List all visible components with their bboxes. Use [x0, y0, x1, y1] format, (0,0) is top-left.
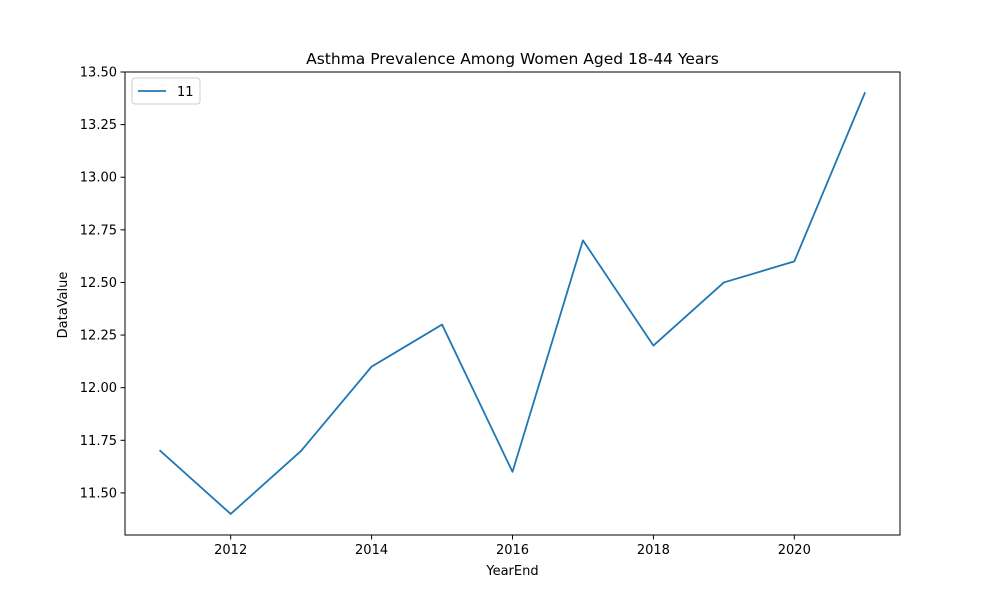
y-tick-label: 11.75 — [80, 434, 117, 449]
y-axis-label: DataValue — [56, 272, 71, 339]
y-tick-label: 12.75 — [80, 223, 117, 238]
y-tick-label: 13.00 — [80, 171, 117, 186]
y-tick-label: 13.25 — [80, 118, 117, 133]
legend-label: 11 — [177, 85, 194, 100]
chart-title: Asthma Prevalence Among Women Aged 18-44… — [306, 50, 719, 68]
y-tick-label: 13.50 — [80, 66, 117, 81]
plot-area-frame — [125, 72, 900, 535]
y-tick-label: 12.00 — [80, 381, 117, 396]
legend: 11 — [132, 78, 200, 104]
x-tick-label: 2014 — [355, 543, 388, 558]
x-axis-label: YearEnd — [485, 564, 538, 579]
x-tick-label: 2020 — [778, 543, 811, 558]
x-tick-label: 2012 — [214, 543, 247, 558]
series-line-11 — [160, 93, 865, 514]
y-tick-label: 11.50 — [80, 486, 117, 501]
y-tick-label: 12.25 — [80, 329, 117, 344]
y-tick-label: 12.50 — [80, 276, 117, 291]
x-tick-label: 2016 — [496, 543, 529, 558]
x-tick-label: 2018 — [637, 543, 670, 558]
